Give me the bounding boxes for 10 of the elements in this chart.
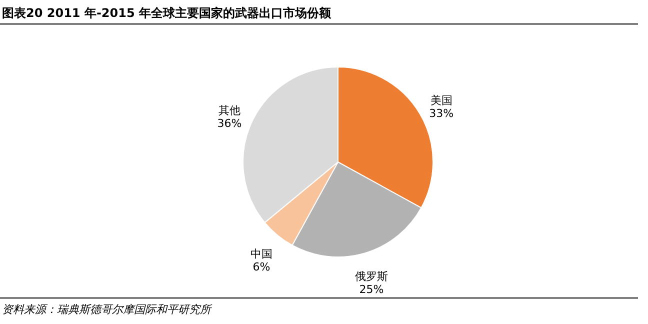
slice-label: 美国 [430,94,452,107]
data-label: 6% [252,260,270,274]
chart-title: 图表20 2011 年-2015 年全球主要国家的武器出口市场份额 [2,6,332,20]
slice-label: 中国 [250,247,273,260]
data-label: 33% [429,106,454,120]
slice-label: 其他 [218,104,240,117]
data-label: 25% [359,283,384,296]
text: 资料来源：瑞典斯德哥尔摩国际和平研究所 [2,303,213,316]
slice-label: 俄罗斯 [354,270,388,284]
data-label: 36% [217,116,242,130]
